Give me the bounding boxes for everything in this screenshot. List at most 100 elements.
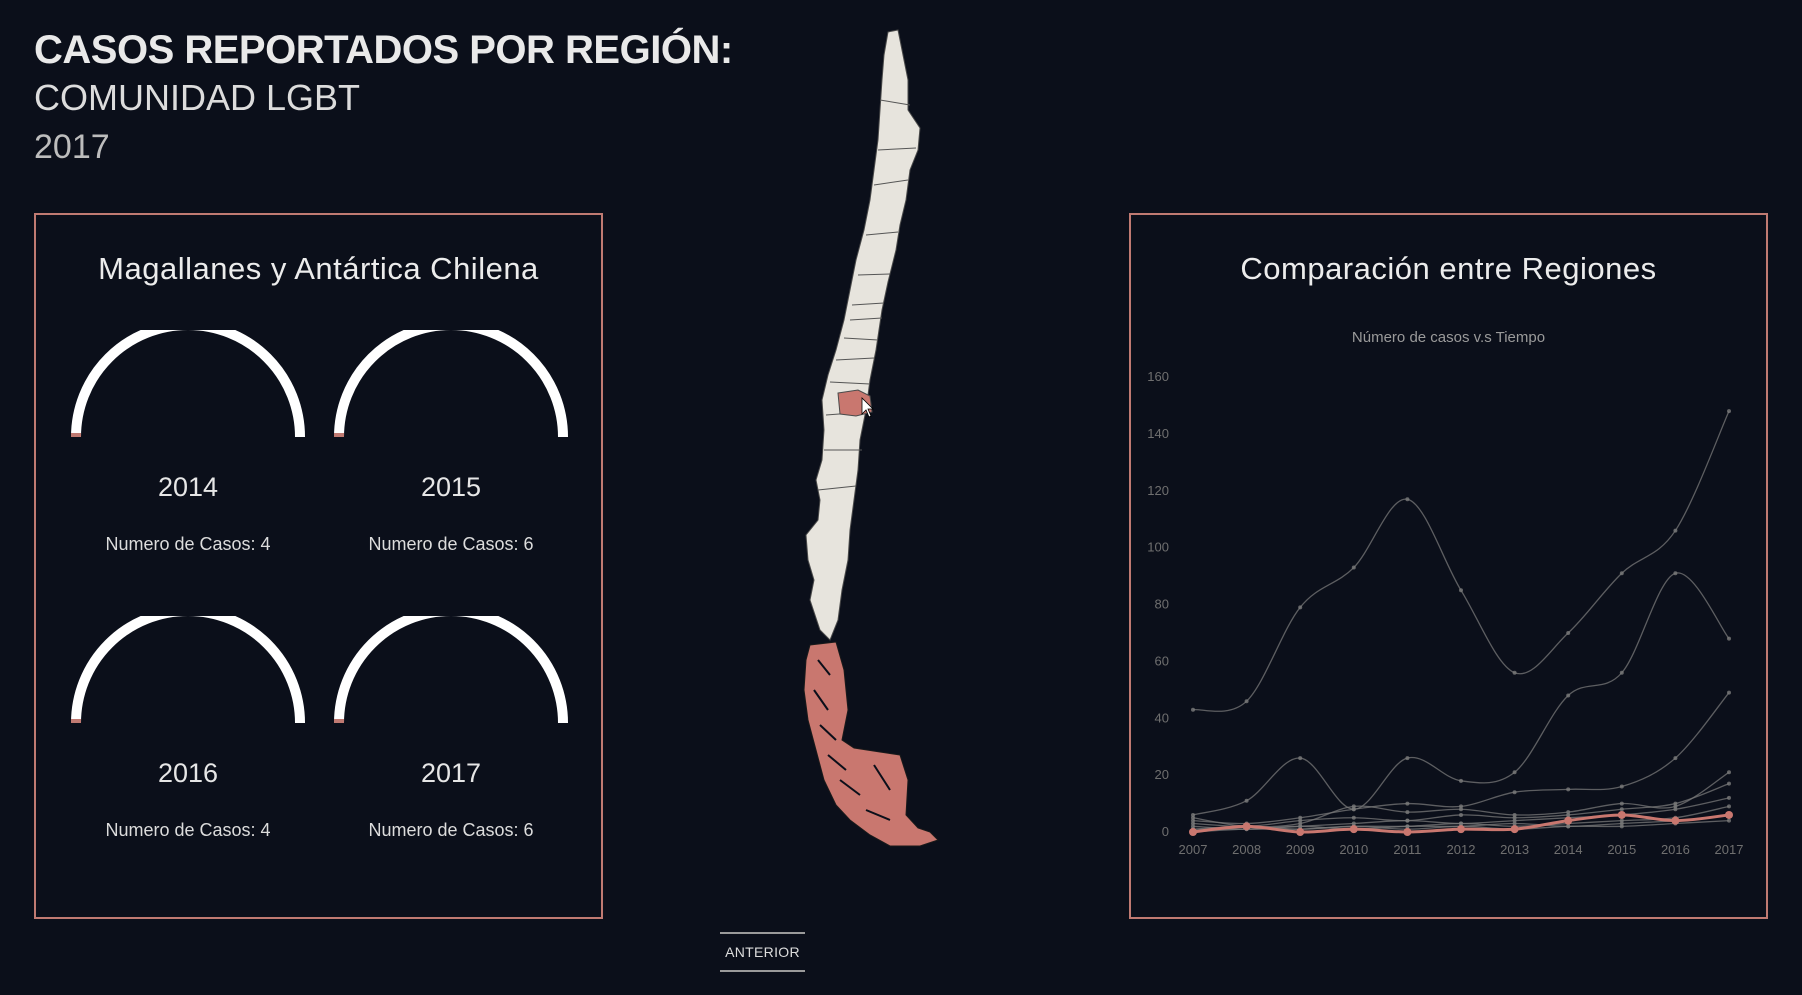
data-point[interactable] xyxy=(1191,707,1195,712)
data-point[interactable] xyxy=(1296,828,1305,836)
data-point[interactable] xyxy=(1725,810,1733,819)
x-tick-label: 2012 xyxy=(1447,842,1476,857)
data-point[interactable] xyxy=(1459,812,1463,817)
x-tick-label: 2007 xyxy=(1179,842,1208,857)
data-point[interactable] xyxy=(1298,605,1303,610)
data-point[interactable] xyxy=(1671,816,1680,825)
data-point[interactable] xyxy=(1727,770,1731,775)
data-point[interactable] xyxy=(1242,822,1251,831)
data-point[interactable] xyxy=(1189,828,1197,836)
data-point[interactable] xyxy=(1405,756,1410,761)
data-point[interactable] xyxy=(1351,815,1356,820)
data-point[interactable] xyxy=(1619,571,1624,576)
data-point[interactable] xyxy=(1405,824,1410,829)
data-point[interactable] xyxy=(1405,801,1410,806)
data-point[interactable] xyxy=(1727,795,1731,800)
data-point[interactable] xyxy=(1405,818,1410,823)
x-tick-label: 2015 xyxy=(1607,842,1636,857)
data-point[interactable] xyxy=(1298,756,1303,761)
data-point[interactable] xyxy=(1405,810,1410,815)
series-line[interactable] xyxy=(1192,572,1730,816)
map-region-shape[interactable] xyxy=(805,29,921,641)
data-point[interactable] xyxy=(1512,821,1517,826)
series-line[interactable] xyxy=(1192,410,1730,712)
data-point[interactable] xyxy=(1459,807,1463,812)
data-point[interactable] xyxy=(1298,815,1303,820)
data-point[interactable] xyxy=(1619,807,1624,812)
x-tick-label: 2009 xyxy=(1286,842,1315,857)
data-point[interactable] xyxy=(1673,801,1678,806)
data-point[interactable] xyxy=(1619,670,1624,675)
page-title: CASOS REPORTADOS POR REGIÓN: xyxy=(34,28,733,72)
chile-region-map[interactable] xyxy=(770,20,970,860)
data-point[interactable] xyxy=(1351,565,1356,570)
gauge-year-label: 2017 xyxy=(420,758,482,788)
data-point[interactable] xyxy=(1244,699,1249,704)
data-point[interactable] xyxy=(1673,571,1678,576)
data-point[interactable] xyxy=(1566,630,1571,635)
data-point[interactable] xyxy=(1619,824,1624,829)
data-point[interactable] xyxy=(1191,812,1195,817)
data-point[interactable] xyxy=(1298,821,1303,826)
data-point[interactable] xyxy=(1566,812,1571,817)
data-point[interactable] xyxy=(1457,825,1465,834)
data-point[interactable] xyxy=(1244,798,1249,803)
data-point[interactable] xyxy=(1617,810,1626,819)
gauge-year-label: 2014 xyxy=(157,472,219,502)
data-point[interactable] xyxy=(1673,804,1678,809)
data-point[interactable] xyxy=(1191,815,1195,820)
data-point[interactable] xyxy=(1512,670,1517,675)
series-line[interactable] xyxy=(1192,692,1730,825)
data-point[interactable] xyxy=(1351,821,1356,826)
x-tick-label: 2013 xyxy=(1500,842,1529,857)
region-name-title: Magallanes y Antártica Chilena xyxy=(98,251,539,286)
data-point[interactable] xyxy=(1512,770,1517,775)
data-point[interactable] xyxy=(1566,824,1571,829)
y-tick-label: 60 xyxy=(1155,653,1169,668)
y-tick-label: 140 xyxy=(1147,426,1169,441)
data-point[interactable] xyxy=(1298,818,1303,823)
data-point[interactable] xyxy=(1619,801,1624,806)
data-point[interactable] xyxy=(1459,778,1463,783)
data-point[interactable] xyxy=(1727,409,1731,414)
regions-comparison-panel: Comparación entre Regiones Número de cas… xyxy=(1129,213,1768,919)
data-point[interactable] xyxy=(1403,828,1412,836)
cursor-icon xyxy=(861,397,874,418)
data-point[interactable] xyxy=(1727,690,1731,695)
data-point[interactable] xyxy=(1512,812,1517,817)
data-point[interactable] xyxy=(1191,821,1195,826)
data-point[interactable] xyxy=(1191,818,1195,823)
data-point[interactable] xyxy=(1673,807,1678,812)
data-point[interactable] xyxy=(1459,804,1463,809)
data-point[interactable] xyxy=(1727,804,1731,809)
data-point[interactable] xyxy=(1673,528,1678,533)
data-point[interactable] xyxy=(1459,588,1463,593)
data-point[interactable] xyxy=(1619,818,1624,823)
data-point[interactable] xyxy=(1619,784,1624,789)
data-point[interactable] xyxy=(1619,821,1624,826)
gauge-arc-2017 xyxy=(334,616,568,724)
map-region-magallanes[interactable] xyxy=(803,641,939,847)
data-point[interactable] xyxy=(1512,790,1517,795)
data-point[interactable] xyxy=(1349,825,1358,834)
data-point[interactable] xyxy=(1727,781,1731,786)
gauge-arc-2016 xyxy=(71,616,305,724)
previous-button[interactable]: ANTERIOR xyxy=(720,932,805,972)
data-point[interactable] xyxy=(1298,824,1303,829)
data-point[interactable] xyxy=(1405,497,1410,502)
data-point[interactable] xyxy=(1564,816,1573,825)
data-point[interactable] xyxy=(1512,818,1517,823)
data-point[interactable] xyxy=(1351,807,1356,812)
data-point[interactable] xyxy=(1191,824,1195,829)
data-point[interactable] xyxy=(1727,818,1731,823)
gauge-arc-2014 xyxy=(71,330,305,438)
data-point[interactable] xyxy=(1566,787,1571,792)
data-point[interactable] xyxy=(1673,756,1678,761)
data-point[interactable] xyxy=(1351,804,1356,809)
data-point[interactable] xyxy=(1727,636,1731,641)
data-point[interactable] xyxy=(1566,810,1571,815)
data-point[interactable] xyxy=(1512,815,1517,820)
data-point[interactable] xyxy=(1459,821,1463,826)
data-point[interactable] xyxy=(1510,825,1519,834)
data-point[interactable] xyxy=(1566,693,1571,698)
